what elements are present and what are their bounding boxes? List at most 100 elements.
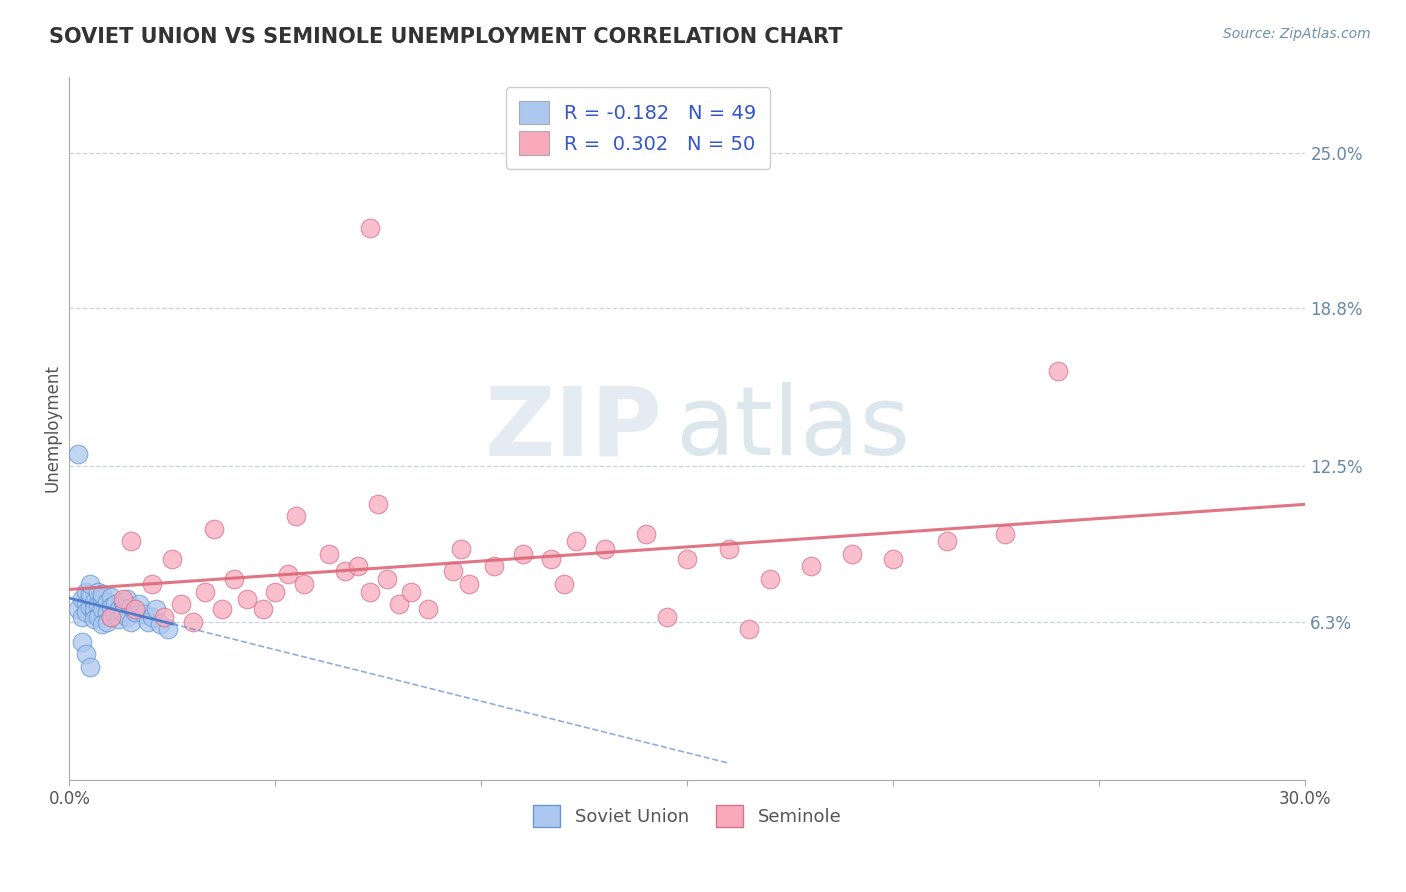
Point <box>181 615 204 629</box>
Point <box>141 609 163 624</box>
Point <box>401 584 423 599</box>
Point <box>994 526 1017 541</box>
Point <box>75 605 97 619</box>
Point <box>512 547 534 561</box>
Point <box>87 597 110 611</box>
Point <box>79 587 101 601</box>
Text: ZIP: ZIP <box>485 382 662 475</box>
Y-axis label: Unemployment: Unemployment <box>44 365 60 492</box>
Point <box>104 597 127 611</box>
Point <box>553 577 575 591</box>
Point <box>79 659 101 673</box>
Point <box>91 617 114 632</box>
Point <box>153 609 176 624</box>
Point <box>120 599 142 614</box>
Point <box>194 584 217 599</box>
Point <box>335 565 357 579</box>
Point <box>277 566 299 581</box>
Point <box>224 572 246 586</box>
Point <box>145 602 167 616</box>
Point <box>115 592 138 607</box>
Point <box>75 647 97 661</box>
Point <box>738 622 761 636</box>
Point <box>83 612 105 626</box>
Point <box>235 592 257 607</box>
Point <box>416 602 439 616</box>
Point <box>1047 364 1070 378</box>
Point <box>482 559 505 574</box>
Point <box>202 522 225 536</box>
Point <box>75 584 97 599</box>
Point <box>655 609 678 624</box>
Point <box>87 609 110 624</box>
Point <box>115 609 138 624</box>
Point <box>70 634 93 648</box>
Point <box>285 509 308 524</box>
Point <box>162 552 184 566</box>
Point <box>124 602 146 616</box>
Point <box>170 597 193 611</box>
Point <box>676 552 699 566</box>
Point <box>252 602 274 616</box>
Point <box>264 584 287 599</box>
Point <box>96 594 118 608</box>
Point <box>841 547 863 561</box>
Point <box>359 220 381 235</box>
Point <box>136 615 159 629</box>
Point <box>108 612 131 626</box>
Point <box>450 541 472 556</box>
Point <box>111 594 134 608</box>
Legend: Soviet Union, Seminole: Soviet Union, Seminole <box>526 797 849 834</box>
Point <box>120 615 142 629</box>
Point <box>593 541 616 556</box>
Point <box>318 547 340 561</box>
Point <box>87 584 110 599</box>
Point <box>75 597 97 611</box>
Point <box>717 541 740 556</box>
Point <box>83 594 105 608</box>
Text: atlas: atlas <box>675 382 910 475</box>
Point <box>800 559 823 574</box>
Point <box>100 599 122 614</box>
Point <box>759 572 782 586</box>
Point <box>936 534 959 549</box>
Text: SOVIET UNION VS SEMINOLE UNEMPLOYMENT CORRELATION CHART: SOVIET UNION VS SEMINOLE UNEMPLOYMENT CO… <box>49 27 842 46</box>
Point <box>132 607 155 621</box>
Text: Source: ZipAtlas.com: Source: ZipAtlas.com <box>1223 27 1371 41</box>
Point <box>96 605 118 619</box>
Point <box>882 552 904 566</box>
Point <box>79 590 101 604</box>
Point <box>91 587 114 601</box>
Point <box>141 577 163 591</box>
Point <box>347 559 370 574</box>
Point <box>100 609 122 624</box>
Point <box>83 602 105 616</box>
Point <box>565 534 588 549</box>
Point <box>124 605 146 619</box>
Point <box>157 622 180 636</box>
Point <box>91 592 114 607</box>
Point <box>211 602 233 616</box>
Point <box>375 572 398 586</box>
Point <box>91 602 114 616</box>
Point <box>111 605 134 619</box>
Point <box>128 597 150 611</box>
Point <box>100 609 122 624</box>
Point <box>367 497 389 511</box>
Point <box>104 607 127 621</box>
Point <box>636 526 658 541</box>
Point <box>441 565 464 579</box>
Point <box>66 447 89 461</box>
Point <box>96 615 118 629</box>
Point <box>79 577 101 591</box>
Point <box>111 592 134 607</box>
Point <box>70 592 93 607</box>
Point <box>292 577 315 591</box>
Point <box>66 602 89 616</box>
Point <box>149 617 172 632</box>
Point <box>458 577 481 591</box>
Point <box>83 607 105 621</box>
Point <box>100 590 122 604</box>
Point <box>70 609 93 624</box>
Point <box>79 599 101 614</box>
